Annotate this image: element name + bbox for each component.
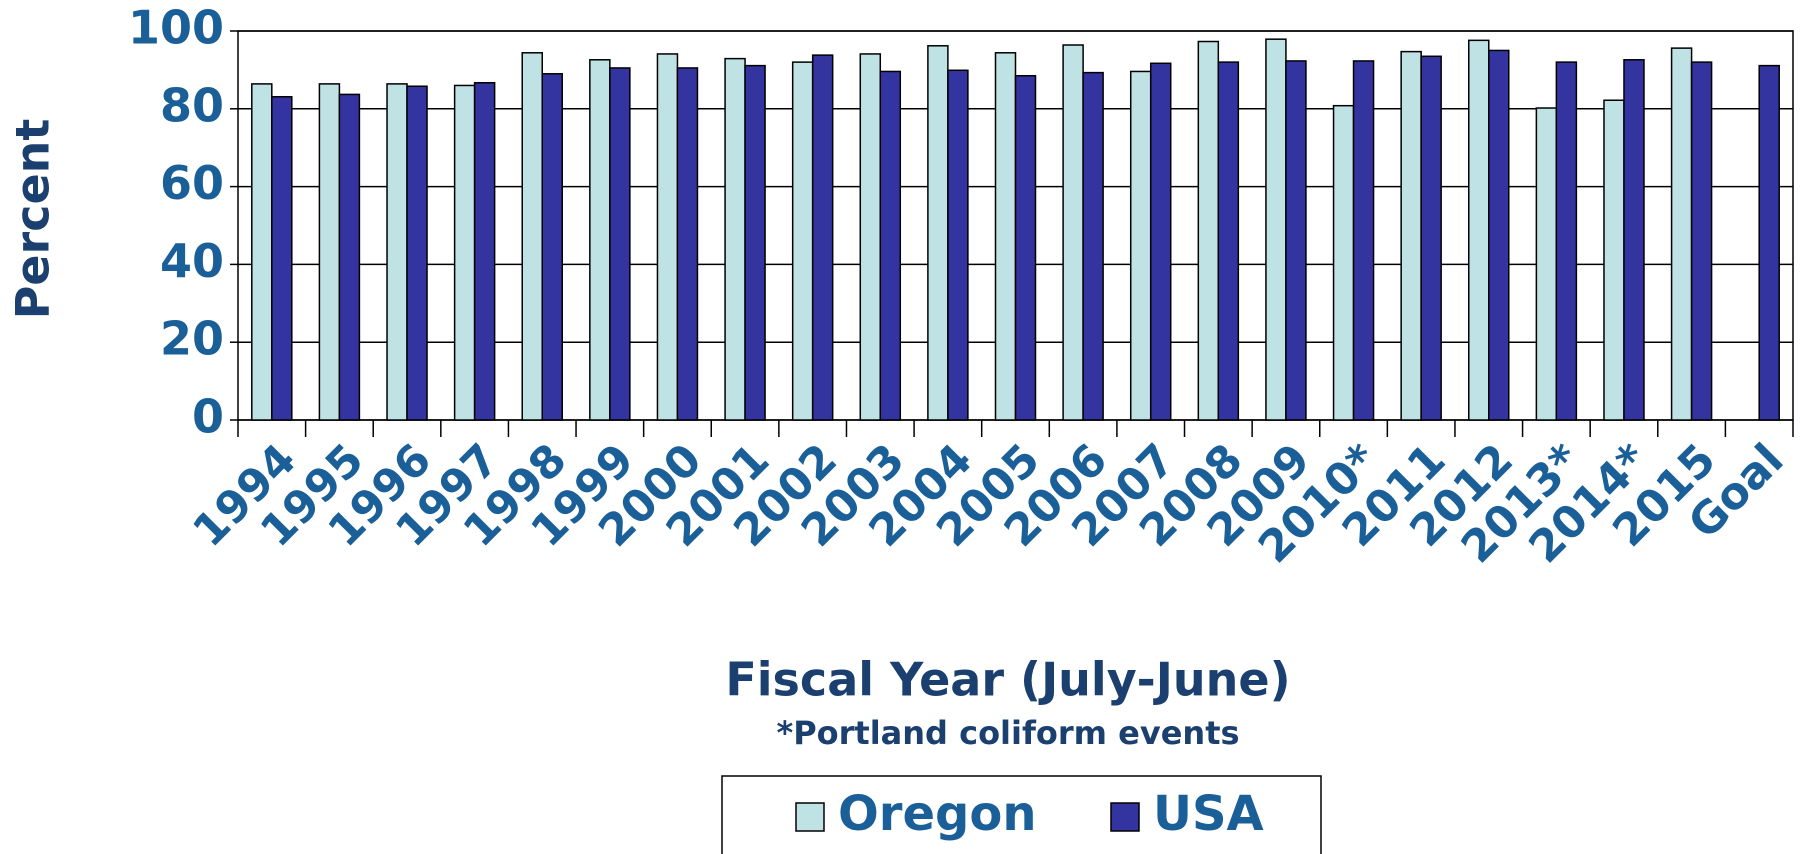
legend-swatch (1110, 802, 1140, 832)
y-tick-label: 20 (160, 312, 224, 366)
y-tick-label: 60 (160, 156, 224, 210)
bar (251, 83, 273, 421)
bar (1488, 49, 1510, 421)
note: *Portland coliform events (776, 714, 1239, 752)
bar (1468, 39, 1490, 421)
bar (1555, 61, 1578, 421)
bar (1129, 70, 1152, 421)
bar (1285, 60, 1307, 421)
bar (1603, 99, 1625, 421)
bar (453, 84, 476, 421)
y-tick-label: 40 (160, 234, 224, 288)
bar (1082, 71, 1104, 421)
bar (1332, 104, 1355, 421)
bar (1420, 55, 1442, 421)
bar (1690, 61, 1713, 421)
legend-swatch (795, 802, 825, 832)
bar (656, 53, 679, 421)
bar (791, 61, 814, 421)
bar (879, 70, 902, 421)
y-tick-label: 0 (192, 390, 224, 444)
bar (811, 54, 834, 421)
bar (609, 67, 631, 421)
bar (1758, 64, 1780, 421)
bar (1217, 61, 1240, 421)
bar (927, 45, 949, 421)
x-axis-title: Fiscal Year (July-June) (725, 653, 1290, 707)
bar (1670, 47, 1693, 421)
bar (386, 83, 408, 421)
bar (318, 83, 341, 421)
bar (406, 85, 428, 421)
y-axis-title: Percent (6, 119, 60, 320)
bar (1149, 62, 1172, 421)
bar (521, 52, 543, 421)
bar (994, 52, 1017, 421)
bar (1062, 44, 1084, 421)
bar (1535, 107, 1558, 421)
bar (338, 93, 361, 421)
bar (541, 73, 563, 421)
legend-label: Oregon (838, 786, 1037, 842)
bar (1352, 60, 1375, 421)
legend-label: USA (1153, 786, 1264, 842)
bar (1014, 74, 1037, 421)
bar (1623, 59, 1645, 421)
bar (859, 53, 882, 421)
bar (1265, 38, 1287, 421)
bar (473, 81, 496, 421)
bar (589, 59, 611, 421)
y-tick-label: 100 (128, 1, 224, 55)
bar (724, 57, 746, 421)
bar (1400, 50, 1422, 421)
bar (947, 69, 969, 421)
bar (271, 95, 293, 421)
bar (744, 64, 766, 421)
bar (1197, 40, 1220, 421)
bar (676, 67, 699, 421)
y-tick-label: 80 (160, 78, 224, 132)
